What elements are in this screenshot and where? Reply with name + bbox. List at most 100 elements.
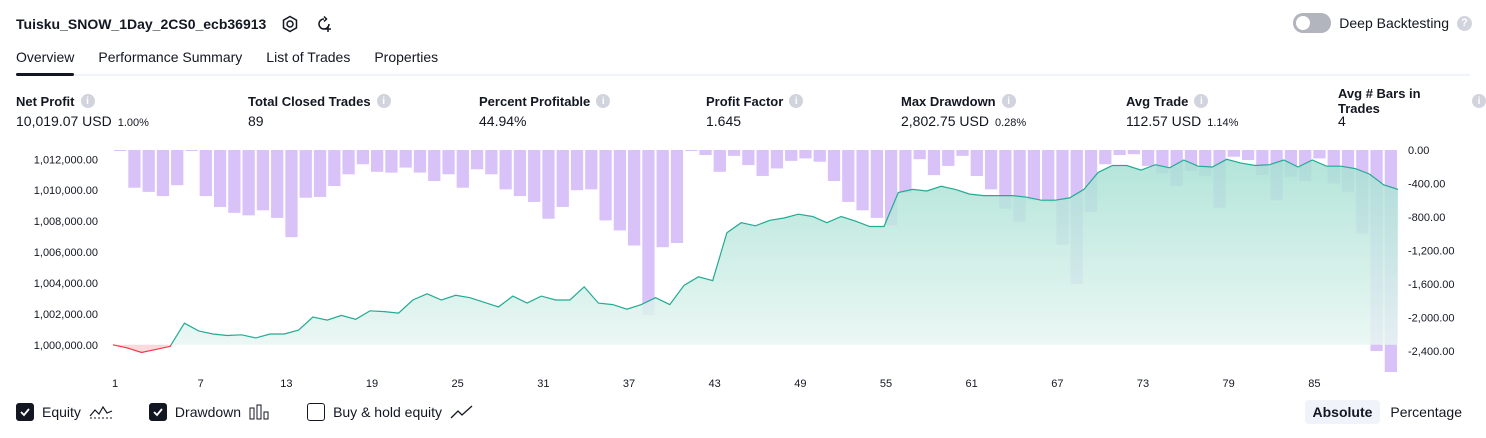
metric-avg-bars-in-trades: Avg # Bars in Trades i 4 [1338, 86, 1486, 129]
drawdown-bar [1241, 150, 1255, 161]
checkbox-checked-icon [16, 403, 34, 421]
x-tick-label: 25 [452, 378, 464, 390]
drawdown-bar [485, 150, 498, 175]
x-tick-label: 49 [794, 378, 806, 390]
metric-value: 1.645 [706, 113, 742, 129]
x-tick-label: 55 [880, 378, 892, 390]
drawdown-bar [413, 150, 427, 173]
metric-profit-factor: Profit Factor i 1.645 [706, 93, 804, 129]
metric-percent: 0.28% [994, 117, 1027, 129]
refresh-alert-icon[interactable] [314, 14, 334, 34]
drawdown-bar [271, 150, 284, 218]
x-tick-label: 1 [112, 378, 118, 390]
drawdown-bar [956, 150, 969, 156]
metric-label: Profit Factor [706, 93, 784, 109]
drawdown-bar [1042, 150, 1055, 202]
y-right-tick-label: -2,000.00 [1408, 313, 1454, 325]
percentage-button[interactable]: Percentage [1390, 404, 1462, 420]
strategy-title: Tuisku_SNOW_1Day_2CS0_ecb36913 [16, 16, 267, 32]
metric-value: 4 [1338, 113, 1346, 129]
info-icon[interactable]: i [376, 94, 391, 108]
series-toggles: Equity Drawdown Buy & hold equity [16, 403, 474, 421]
drawdown-bar [713, 150, 726, 172]
y-left-tick-label: 1,000,000.00 [34, 340, 98, 352]
drawdown-bars-icon [249, 404, 269, 420]
drawdown-bar [756, 150, 769, 176]
drawdown-bar [342, 150, 355, 175]
absolute-button[interactable]: Absolute [1304, 400, 1381, 424]
y-left-tick-label: 1,002,000.00 [34, 309, 98, 321]
tab-performance-summary[interactable]: Performance Summary [98, 49, 243, 65]
drawdown-bar [513, 150, 527, 197]
y-right-tick-label: -1,200.00 [1408, 246, 1454, 258]
drawdown-bar [984, 150, 998, 190]
y-left-tick-label: 1,008,000.00 [34, 216, 98, 228]
info-icon[interactable]: i [789, 94, 804, 108]
info-icon[interactable]: i [1001, 94, 1016, 108]
y-left-tick-label: 1,004,000.00 [34, 278, 98, 290]
drawdown-bar [256, 150, 270, 211]
x-tick-label: 19 [366, 378, 378, 390]
equity-loss-area [113, 344, 172, 353]
buy-hold-label: Buy & hold equity [333, 404, 443, 420]
drawdown-bar [785, 150, 798, 161]
drawdown-bar [499, 150, 512, 190]
drawdown-bar [456, 150, 469, 188]
metric-total-closed-trades: Total Closed Trades i 89 [248, 93, 391, 129]
metric-label: Total Closed Trades [248, 93, 371, 109]
drawdown-bar [1127, 150, 1140, 155]
y-right-tick-label: 0.00 [1408, 145, 1429, 157]
metric-label: Percent Profitable [479, 93, 591, 109]
tab-list-of-trades[interactable]: List of Trades [266, 49, 351, 65]
drawdown-bar [371, 150, 384, 172]
drawdown-bar [185, 150, 198, 151]
drawdown-bar [628, 150, 641, 246]
info-icon[interactable]: i [1472, 94, 1486, 108]
buy-hold-checkbox[interactable]: Buy & hold equity [307, 403, 474, 421]
deep-backtesting-toggle[interactable] [1293, 13, 1332, 33]
drawdown-bar [470, 150, 484, 170]
drawdown-bar [927, 150, 941, 176]
drawdown-bar [1142, 150, 1155, 166]
metric-label: Avg # Bars in Trades [1338, 86, 1421, 116]
drawdown-bar [156, 150, 170, 197]
equity-loss-line [112, 344, 172, 354]
equity-checkbox[interactable]: Equity [16, 403, 113, 421]
drawdown-bar [1227, 150, 1240, 157]
drawdown-bar [999, 150, 1012, 209]
drawdown-bar [385, 150, 398, 173]
drawdown-bar [528, 150, 541, 202]
info-icon[interactable]: i [80, 94, 95, 108]
drawdown-bar [1027, 150, 1041, 201]
x-tick-label: 61 [966, 378, 978, 390]
drawdown-bar [313, 150, 327, 197]
help-icon[interactable]: ? [1457, 15, 1472, 31]
info-icon[interactable]: i [596, 94, 611, 108]
drawdown-bar [399, 150, 412, 168]
metric-value: 44.94% [479, 113, 527, 129]
x-tick-label: 37 [623, 378, 635, 390]
drawdown-bar [942, 150, 955, 166]
drawdown-bar [856, 150, 869, 211]
tab-properties[interactable]: Properties [374, 49, 439, 65]
deep-backtesting-label: Deep Backtesting [1339, 15, 1449, 31]
info-icon[interactable]: i [1194, 94, 1209, 108]
equity-line [170, 158, 1399, 346]
drawdown-bar [913, 150, 926, 160]
tab-bar: Overview Performance Summary List of Tra… [16, 44, 1470, 76]
drawdown-bar [899, 150, 912, 193]
settings-icon[interactable] [280, 14, 300, 34]
drawdown-checkbox[interactable]: Drawdown [148, 403, 271, 421]
drawdown-bar [727, 150, 741, 156]
strategy-header: Tuisku_SNOW_1Day_2CS0_ecb36913 [16, 12, 334, 36]
metric-max-drawdown: Max Drawdown i 2,802.75 USD 0.28% [901, 93, 1027, 130]
drawdown-bar [599, 150, 612, 221]
metric-value: 112.57 USD [1126, 113, 1202, 129]
tab-overview[interactable]: Overview [16, 44, 75, 76]
x-tick-label: 7 [198, 378, 204, 390]
drawdown-bar [670, 150, 684, 243]
drawdown-bar [970, 150, 983, 176]
drawdown-bar [556, 150, 569, 207]
metric-percent: 1.00% [117, 117, 149, 129]
y-right-tick-label: -2,400.00 [1408, 346, 1454, 358]
